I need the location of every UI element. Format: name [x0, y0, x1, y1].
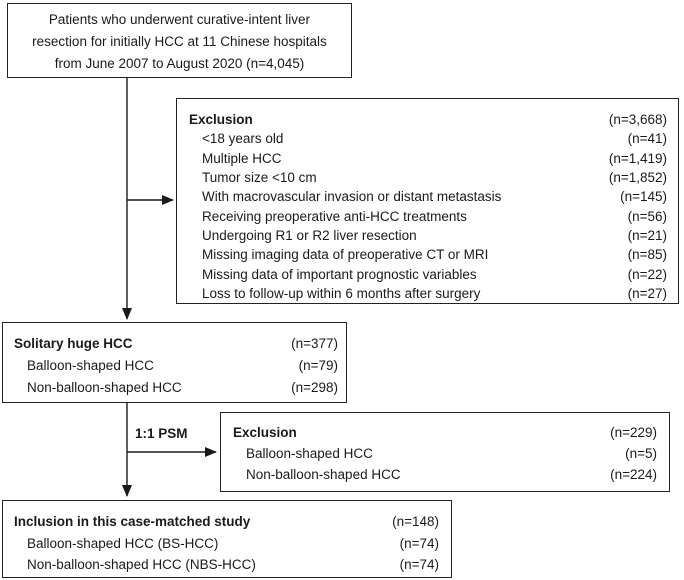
- item-label: With macrovascular invasion or distant m…: [202, 189, 502, 205]
- exclusion-item-row: With macrovascular invasion or distant m…: [189, 187, 667, 206]
- item-label: Non-balloon-shaped HCC: [27, 379, 182, 395]
- count-value: (n=21): [627, 227, 667, 243]
- item-label: Loss to follow-up within 6 months after …: [202, 285, 481, 301]
- exclusion-item-row: <18 years old (n=41): [189, 129, 667, 148]
- count-value: (n=5): [625, 446, 657, 461]
- inclusion-box: Inclusion in this case-matched study (n=…: [2, 500, 452, 578]
- count-value: (n=3,668): [608, 112, 667, 128]
- count-value: (n=1,419): [608, 150, 667, 166]
- count-value: (n=298): [291, 379, 338, 395]
- exclusion-box-1: Exclusion (n=3,668) <18 years old (n=41)…: [176, 98, 679, 304]
- item-label: Multiple HCC: [202, 150, 282, 166]
- psm-label: 1:1 PSM: [135, 426, 188, 441]
- item-label: Balloon-shaped HCC (BS-HCC): [27, 535, 219, 551]
- count-value: (n=145): [620, 189, 667, 205]
- item-label: Tumor size <10 cm: [202, 170, 317, 186]
- item-label: Balloon-shaped HCC: [246, 446, 373, 461]
- item-label: <18 years old: [202, 131, 284, 147]
- exclusion-item-row: Loss to follow-up within 6 months after …: [189, 284, 667, 303]
- exclusion-item-row: Receiving preoperative anti-HCC treatmen…: [189, 206, 667, 225]
- exclusion-item-row: Balloon-shaped HCC (n=5): [233, 443, 657, 464]
- count-value: (n=27): [627, 285, 667, 301]
- top-box-line: from June 2007 to August 2020 (n=4,045): [54, 56, 305, 71]
- count-value: (n=1,852): [608, 170, 667, 186]
- item-label: Receiving preoperative anti-HCC treatmen…: [202, 208, 467, 224]
- box-title: Exclusion: [233, 425, 297, 440]
- count-value: (n=22): [627, 266, 667, 282]
- box-title: Exclusion: [189, 112, 253, 128]
- solitary-huge-hcc-box: Solitary huge HCC (n=377) Balloon-shaped…: [2, 322, 347, 403]
- exclusion-item-row: Non-balloon-shaped HCC (n=224): [233, 464, 657, 485]
- count-value: (n=41): [627, 131, 667, 147]
- count-value: (n=85): [627, 247, 667, 263]
- box-title: Inclusion in this case-matched study: [14, 514, 251, 530]
- list-item-row: Balloon-shaped HCC (n=79): [14, 354, 338, 376]
- count-value: (n=74): [399, 557, 439, 573]
- item-label: Undergoing R1 or R2 liver resection: [202, 227, 417, 243]
- count-value: (n=377): [291, 335, 338, 351]
- exclusion-title-row: Exclusion (n=229): [233, 422, 657, 443]
- top-box-line: Patients who underwent curative-intent l…: [48, 12, 311, 27]
- count-value: (n=74): [399, 535, 439, 551]
- box-title: Solitary huge HCC: [14, 335, 133, 351]
- item-label: Missing imaging data of preoperative CT …: [202, 247, 489, 263]
- list-item-row: Non-balloon-shaped HCC (n=298): [14, 376, 338, 398]
- count-value: (n=79): [298, 357, 338, 373]
- count-value: (n=229): [610, 425, 657, 440]
- item-label: Balloon-shaped HCC: [27, 357, 154, 373]
- count-value: (n=224): [610, 467, 657, 482]
- exclusion-title-row: Exclusion (n=3,668): [189, 110, 667, 129]
- top-box-line: resection for initially HCC at 11 Chines…: [32, 34, 327, 49]
- list-item-row: Balloon-shaped HCC (BS-HCC) (n=74): [14, 533, 439, 555]
- exclusion-item-row: Multiple HCC (n=1,419): [189, 149, 667, 168]
- count-value: (n=56): [627, 208, 667, 224]
- exclusion-item-row: Missing imaging data of preoperative CT …: [189, 245, 667, 264]
- item-label: Non-balloon-shaped HCC: [246, 467, 401, 482]
- exclusion-item-row: Undergoing R1 or R2 liver resection (n=2…: [189, 226, 667, 245]
- exclusion-item-row: Missing data of important prognostic var…: [189, 264, 667, 283]
- item-label: Missing data of important prognostic var…: [202, 266, 477, 282]
- item-label: Non-balloon-shaped HCC (NBS-HCC): [27, 557, 256, 573]
- box-title-row: Inclusion in this case-matched study (n=…: [14, 511, 439, 533]
- exclusion-item-row: Tumor size <10 cm (n=1,852): [189, 168, 667, 187]
- top-box-initial-cohort: Patients who underwent curative-intent l…: [7, 3, 352, 78]
- list-item-row: Non-balloon-shaped HCC (NBS-HCC) (n=74): [14, 554, 439, 576]
- count-value: (n=148): [392, 514, 439, 530]
- exclusion-box-2: Exclusion (n=229) Balloon-shaped HCC (n=…: [220, 412, 670, 492]
- box-title-row: Solitary huge HCC (n=377): [14, 332, 338, 354]
